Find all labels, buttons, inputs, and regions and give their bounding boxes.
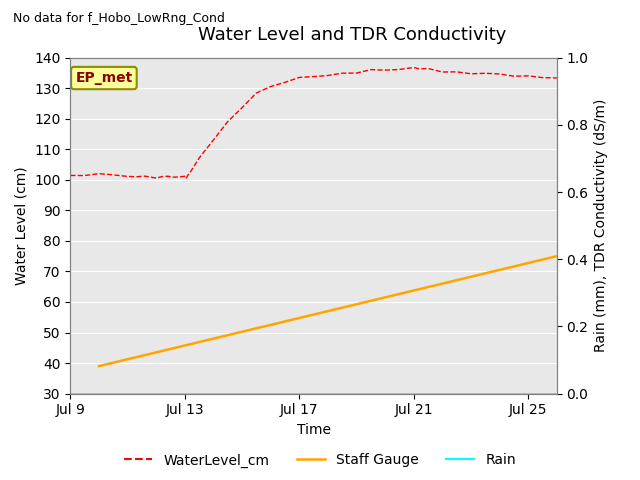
- Text: No data for f_Hobo_LowRng_Cond: No data for f_Hobo_LowRng_Cond: [13, 12, 225, 25]
- X-axis label: Time: Time: [296, 423, 331, 437]
- Text: EP_met: EP_met: [76, 71, 132, 85]
- Text: Water Level and TDR Conductivity: Water Level and TDR Conductivity: [198, 26, 506, 45]
- Y-axis label: Water Level (cm): Water Level (cm): [15, 166, 29, 285]
- Legend: WaterLevel_cm, Staff Gauge, Rain: WaterLevel_cm, Staff Gauge, Rain: [118, 448, 522, 473]
- Y-axis label: Rain (mm), TDR Conductivity (dS/m): Rain (mm), TDR Conductivity (dS/m): [594, 99, 608, 352]
